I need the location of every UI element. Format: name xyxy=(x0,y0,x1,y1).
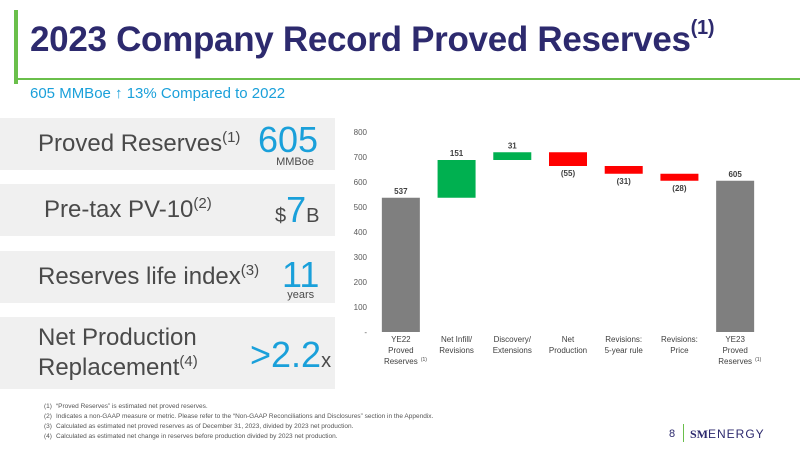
category-label: Reserves xyxy=(384,357,418,366)
y-tick-label: 600 xyxy=(354,178,368,187)
metric-label: Net Production Replacement(4) xyxy=(38,324,198,381)
footnote-1: (1) “Proved Reserves” is estimated net pr… xyxy=(44,403,208,410)
reserves-waterfall-chart: - 100 200 300 400 500 600 700 800 537 151 31 (55) (31… xyxy=(345,118,765,380)
logo-divider xyxy=(683,424,684,442)
category-label: YE22 xyxy=(391,335,411,344)
y-tick-label: - xyxy=(364,328,367,337)
metric-value: 605 xyxy=(258,119,319,160)
category-footnote-ref: (1) xyxy=(421,357,427,363)
category-label: YE23 xyxy=(725,335,745,344)
data-label: 31 xyxy=(508,141,517,150)
metric-value-group: 11 years xyxy=(282,254,320,302)
category-label: Proved xyxy=(388,346,413,355)
metric-value: 11 xyxy=(282,254,320,295)
metric-value-group: $7B xyxy=(275,192,320,228)
title-underline xyxy=(18,78,800,80)
bar-decrease xyxy=(604,166,643,174)
metric-unit: x xyxy=(321,350,332,372)
metric-pv10: Pre-tax PV-10(2) $7B xyxy=(0,184,335,236)
page-subtitle: 605 MMBoe ↑ 13% Compared to 2022 xyxy=(30,85,286,102)
metric-value: >2.2 xyxy=(250,334,322,375)
data-label: (31) xyxy=(617,177,632,186)
metric-unit: years xyxy=(287,289,315,301)
metric-value-group: 605 MMBoe xyxy=(258,119,319,169)
category-label: Revisions xyxy=(439,346,474,355)
footnote-2: (2) Indicates a non-GAAP measure or metri… xyxy=(44,413,434,420)
metric-unit: MMBoe xyxy=(276,156,314,168)
category-label: Reserves xyxy=(718,357,752,366)
chart-svg: - 100 200 300 400 500 600 700 800 537 151 31 (55) (31… xyxy=(354,128,762,366)
data-label: 151 xyxy=(450,149,464,158)
category-label: Net xyxy=(562,335,575,344)
metric-reserves-life: Reserves life index(3) 11 years xyxy=(0,251,335,303)
title-footnote-ref: (1) xyxy=(690,17,715,40)
category-label: Proved xyxy=(722,346,747,355)
category-label: Revisions: xyxy=(605,335,642,344)
y-tick-label: 100 xyxy=(354,303,368,312)
category-footnote-ref: (1) xyxy=(755,357,761,363)
category-label: Production xyxy=(549,346,587,355)
data-label: (28) xyxy=(672,184,687,193)
page-number: 8 xyxy=(669,428,676,440)
metric-production-replacement: Net Production Replacement(4) >2.2x xyxy=(0,317,335,389)
bar-total xyxy=(381,197,420,332)
category-label: Discovery/ xyxy=(494,335,532,344)
bar-increase xyxy=(493,152,532,160)
metric-label: Proved Reserves(1) xyxy=(38,129,241,157)
y-tick-label: 200 xyxy=(354,278,368,287)
metric-value: 7 xyxy=(286,189,307,230)
metric-proved-reserves: Proved Reserves(1) 605 MMBoe xyxy=(0,118,335,170)
y-tick-label: 300 xyxy=(354,253,368,262)
y-tick-label: 700 xyxy=(354,153,368,162)
footnote-3: (3) Calculated as estimated net proved re… xyxy=(44,423,354,430)
category-label: Extensions xyxy=(493,346,532,355)
bar-decrease xyxy=(660,173,699,181)
category-label: Net Infill/ xyxy=(441,335,473,344)
data-label: (55) xyxy=(561,169,576,178)
y-tick-label: 500 xyxy=(354,203,368,212)
metric-value-group: >2.2x xyxy=(250,337,331,373)
bar-increase xyxy=(437,160,476,198)
company-logo: SMENERGY xyxy=(690,427,765,441)
page-title: 2023 Company Record Proved Reserves(1) xyxy=(30,17,715,59)
metric-unit: B xyxy=(306,205,320,227)
footnote-4: (4) Calculated as estimated net change in… xyxy=(44,433,338,440)
category-label: 5-year rule xyxy=(605,346,644,355)
title-accent-bar xyxy=(14,10,18,84)
y-tick-label: 400 xyxy=(354,228,368,237)
category-label: Revisions: xyxy=(661,335,698,344)
data-label: 537 xyxy=(394,187,408,196)
bar-decrease xyxy=(549,152,587,166)
bar-total xyxy=(716,180,755,332)
metric-prefix: $ xyxy=(275,205,287,227)
metric-label: Reserves life index(3) xyxy=(38,262,260,290)
category-label: Price xyxy=(670,346,689,355)
y-tick-label: 800 xyxy=(354,128,368,137)
footnotes: (1) “Proved Reserves” is estimated net pr… xyxy=(44,402,433,442)
metric-label: Pre-tax PV-10(2) xyxy=(44,195,212,223)
data-label: 605 xyxy=(728,170,742,179)
